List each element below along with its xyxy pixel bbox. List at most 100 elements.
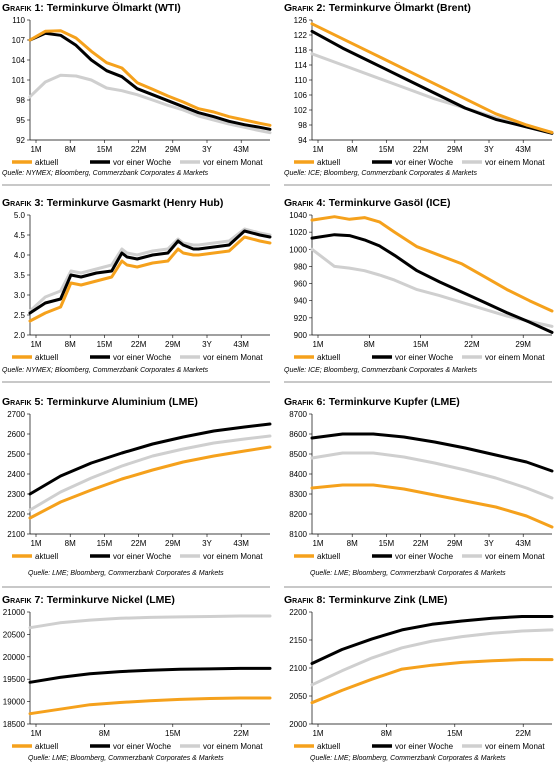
y-tick-label: 19500 [3, 675, 26, 684]
series-line-1 [28, 696, 272, 716]
y-tick-label: 4.5 [14, 231, 26, 240]
chart-panel-5: Grafik 5: Terminkurve Aluminium (LME) 27… [2, 396, 274, 588]
y-tick-label: 2150 [289, 636, 307, 645]
chart-title-text: Terminkurve Ölmarkt (WTI) [46, 2, 181, 14]
series-line-1 [310, 215, 554, 313]
x-tick-label: 43M [515, 539, 531, 548]
x-tick-label: 29M [165, 145, 181, 154]
x-tick-label: 15M [97, 539, 113, 548]
legend-label: vor einer Woche [113, 158, 172, 167]
y-tick-label: 122 [294, 31, 308, 40]
x-tick-label: 29M [447, 539, 463, 548]
y-tick-label: 1000 [289, 245, 307, 254]
y-tick-label: 106 [294, 91, 308, 100]
y-tick-label: 118 [294, 46, 307, 55]
chart-source: Quelle: ICE; Bloomberg, Commerzbank Corp… [284, 367, 477, 374]
x-tick-label: 3Y [484, 145, 494, 154]
y-tick-label: 3.0 [14, 291, 26, 300]
series-line-3 [310, 451, 554, 500]
chart-panel-2: Grafik 2: Terminkurve Ölmarkt (Brent) 12… [284, 2, 556, 189]
chart-svg-6: 8700 8600 8500 8400 8300 8200 8100 1M 8M 15M 22M 29… [289, 410, 554, 561]
x-tick-label: 43M [515, 145, 531, 154]
x-tick-label: 43M [233, 145, 249, 154]
y-tick-label: 920 [294, 314, 308, 323]
series-line-1 [28, 29, 272, 127]
divider [2, 381, 270, 383]
y-tick-label: 2600 [7, 430, 25, 439]
x-tick-label: 22M [413, 145, 429, 154]
chart-title: Grafik 5: Terminkurve Aluminium (LME) [2, 396, 198, 408]
series-line-2 [28, 666, 272, 684]
legend-label: vor einer Woche [395, 158, 454, 167]
chart-source: Quelle: NYMEX; Bloomberg, Commerzbank Co… [2, 367, 209, 374]
series-line-2 [28, 229, 272, 315]
chart-prefix: Grafik 6: [284, 396, 326, 408]
series-line-1 [310, 22, 554, 134]
chart-prefix: Grafik 8: [284, 594, 326, 606]
legend-label: vor einem Monat [485, 353, 545, 362]
chart-panel-1: Grafik 1: Terminkurve Ölmarkt (WTI) 110 1… [2, 2, 274, 189]
chart-svg-5: 2700 2600 2500 2400 2300 2200 2100 1M 8M 15M 22M 29… [7, 410, 272, 561]
y-tick-label: 8400 [289, 470, 307, 479]
y-tick-label: 2000 [289, 720, 307, 729]
chart-title: Grafik 1: Terminkurve Ölmarkt (WTI) [2, 2, 181, 14]
legend-label: aktuell [317, 552, 340, 561]
y-tick-label: 980 [294, 262, 308, 271]
y-tick-label: 101 [12, 76, 26, 85]
x-tick-label: 1M [30, 145, 41, 154]
x-tick-label: 3Y [484, 539, 494, 548]
chart-svg-7: 21000 20500 20000 19500 19000 18500 1M 8M 15M 22M… [3, 608, 272, 751]
chart-svg-2: 126 122 118 114 110 106 102 98 94 1M 8M 15M 22M 29M 3Y… [294, 16, 554, 167]
y-tick-label: 94 [298, 136, 307, 145]
series-line-1 [310, 483, 554, 529]
y-tick-label: 21000 [3, 608, 26, 617]
y-tick-label: 20000 [3, 653, 26, 662]
x-tick-label: 43M [233, 340, 249, 349]
series-line-2 [28, 422, 272, 496]
y-tick-label: 98 [16, 96, 25, 105]
x-tick-label: 15M [165, 729, 181, 738]
y-tick-label: 2300 [7, 490, 25, 499]
y-tick-label: 126 [294, 16, 308, 25]
chart-panel-4: Grafik 4: Terminkurve Gasöl (ICE) 1040 10… [284, 197, 556, 384]
x-tick-label: 29M [447, 145, 463, 154]
y-tick-label: 114 [294, 61, 307, 70]
chart-prefix: Grafik 5: [2, 396, 44, 408]
divider [284, 184, 552, 186]
x-tick-label: 22M [515, 729, 531, 738]
legend-label: vor einem Monat [203, 552, 263, 561]
x-tick-label: 29M [515, 340, 531, 349]
chart-title-text: Terminkurve Zink (LME) [328, 594, 448, 606]
y-tick-label: 102 [294, 106, 308, 115]
series-line-1 [28, 445, 272, 520]
legend-label: aktuell [35, 552, 58, 561]
x-tick-label: 43M [233, 539, 249, 548]
chart-title: Grafik 7: Terminkurve Nickel (LME) [2, 594, 175, 606]
chart-prefix: Grafik 1: [2, 2, 44, 14]
divider [2, 184, 270, 186]
x-tick-label: 8M [364, 340, 375, 349]
chart-svg-8: 2200 2150 2100 2050 2000 1M 8M 15M 22M aktuell vor… [289, 608, 554, 751]
y-tick-label: 2.5 [14, 311, 26, 320]
legend-label: aktuell [317, 742, 340, 751]
series-line-1 [310, 658, 554, 705]
chart-source: Quelle: LME; Bloomberg, Commerzbank Corp… [28, 570, 224, 577]
x-tick-label: 15M [447, 729, 463, 738]
chart-prefix: Grafik 7: [2, 594, 44, 606]
legend-label: vor einer Woche [113, 552, 172, 561]
x-tick-label: 22M [464, 340, 480, 349]
chart-svg-3: 5.0 4.5 4.0 3.5 3.0 2.5 2.0 1M 8M 15M 22M 29M 3Y 43M a… [12, 211, 272, 362]
legend-label: aktuell [35, 742, 58, 751]
y-tick-label: 98 [298, 121, 307, 130]
chart-title-text: Terminkurve Gasöl (ICE) [328, 197, 451, 209]
x-tick-label: 22M [131, 145, 147, 154]
y-tick-label: 900 [294, 331, 308, 340]
x-tick-label: 22M [131, 340, 147, 349]
legend-label: vor einem Monat [203, 353, 263, 362]
series-line-2 [310, 233, 554, 334]
legend-label: aktuell [317, 353, 340, 362]
x-tick-label: 8M [347, 145, 358, 154]
y-tick-label: 104 [12, 56, 26, 65]
legend-label: vor einem Monat [485, 158, 545, 167]
y-tick-label: 2700 [7, 410, 25, 419]
